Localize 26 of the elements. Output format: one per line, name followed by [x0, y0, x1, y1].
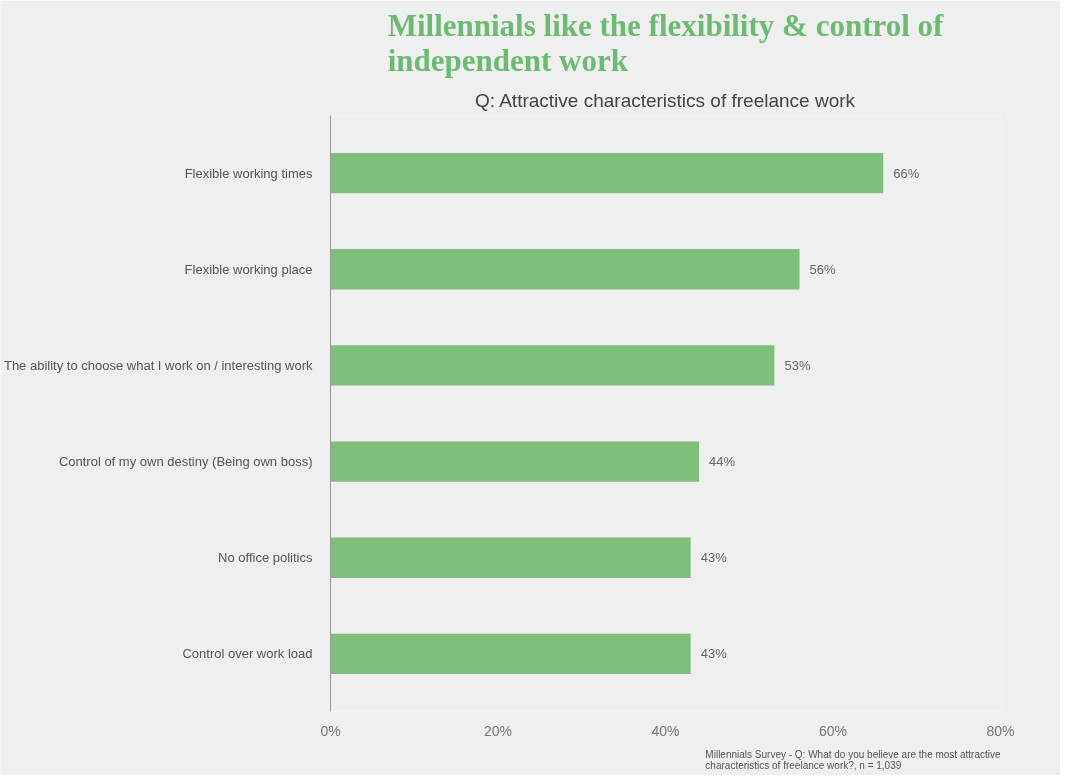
data-label: 43% [700, 550, 728, 566]
data-label: 66% [893, 165, 920, 181]
x-tick-label: 40% [651, 722, 680, 739]
chart-title: Millennials like the flexibility & control of independent work [387, 7, 945, 78]
y-tick-label: Flexible working times [184, 165, 313, 181]
y-tick-label: Control over work load [182, 646, 313, 662]
x-tick-label: 0% [320, 722, 341, 739]
y-tick-label: No office politics [218, 550, 313, 566]
text: Millennials Survey - Q: What do you believe are the most attractive characteristics of freelance work?, n = 1,039 [705, 748, 1001, 771]
bar [330, 249, 800, 290]
y-tick-label: Control of my own destiny (Being own boss) [58, 454, 313, 470]
x-tick-label: 20% [483, 722, 513, 739]
y-tick-label: The ability to choose what I work on / interesting work [3, 357, 313, 373]
bar [330, 633, 691, 675]
data-label: 53% [784, 357, 811, 373]
chart-subtitle: Q: Attractive characteristics of freelance work [474, 89, 856, 111]
data-label: 56% [809, 261, 837, 277]
bar [330, 537, 691, 578]
data-label: 44% [709, 454, 736, 470]
x-tick-label: 80% [986, 722, 1015, 739]
x-tick-label: 60% [818, 722, 848, 739]
data-label: 43% [700, 646, 728, 662]
bar [330, 441, 699, 482]
y-tick-label: Flexible working place [184, 261, 313, 277]
bar [330, 152, 884, 194]
bar [330, 345, 775, 386]
